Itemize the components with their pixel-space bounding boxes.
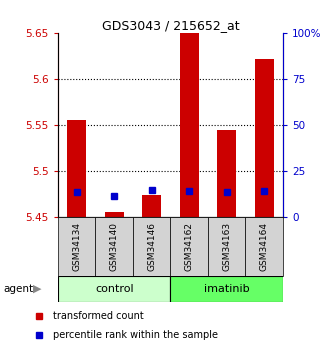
Bar [170, 217, 208, 276]
Bar [246, 217, 283, 276]
Text: GSM34163: GSM34163 [222, 222, 231, 271]
Bar [255, 59, 274, 217]
Bar [208, 217, 246, 276]
Bar [67, 119, 86, 217]
Bar [180, 32, 199, 217]
Text: GSM34140: GSM34140 [110, 222, 119, 271]
Bar [217, 130, 236, 217]
Title: GDS3043 / 215652_at: GDS3043 / 215652_at [102, 19, 239, 32]
Text: control: control [95, 284, 133, 294]
Text: GSM34162: GSM34162 [185, 222, 194, 271]
Text: percentile rank within the sample: percentile rank within the sample [53, 330, 218, 340]
Bar [133, 217, 170, 276]
Bar [142, 195, 161, 217]
Bar [58, 217, 95, 276]
Text: transformed count: transformed count [53, 312, 144, 322]
Text: GSM34164: GSM34164 [260, 222, 269, 271]
Bar [58, 276, 170, 302]
Text: agent: agent [3, 284, 33, 294]
Text: imatinib: imatinib [204, 284, 250, 294]
Text: GSM34146: GSM34146 [147, 222, 156, 271]
Bar [105, 212, 123, 217]
Text: ▶: ▶ [33, 284, 42, 294]
Bar [95, 217, 133, 276]
Text: GSM34134: GSM34134 [72, 222, 81, 271]
Bar [170, 276, 283, 302]
